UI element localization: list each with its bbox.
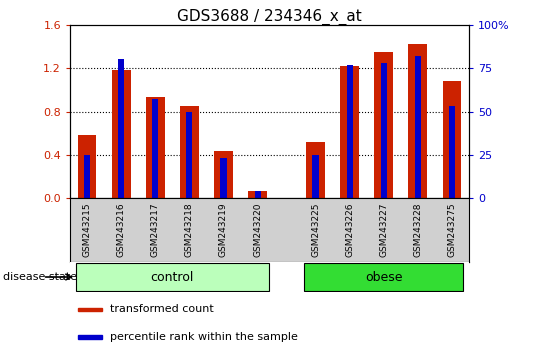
Bar — [186, 112, 192, 198]
Bar — [340, 66, 359, 198]
Bar — [449, 106, 455, 198]
Text: GSM243225: GSM243225 — [311, 203, 320, 257]
Bar — [152, 99, 158, 198]
Bar — [254, 191, 261, 198]
Bar — [443, 81, 461, 198]
Text: GSM243216: GSM243216 — [117, 203, 126, 257]
Text: GSM243218: GSM243218 — [185, 203, 194, 257]
Bar — [146, 97, 165, 198]
Text: GSM243228: GSM243228 — [413, 203, 422, 257]
Text: GDS3688 / 234346_x_at: GDS3688 / 234346_x_at — [177, 9, 362, 25]
Text: GSM243220: GSM243220 — [253, 203, 262, 257]
Text: control: control — [151, 270, 194, 284]
Bar — [374, 52, 393, 198]
Bar — [180, 106, 199, 198]
Text: disease state: disease state — [3, 272, 77, 282]
Bar — [112, 70, 130, 198]
Bar — [214, 150, 233, 198]
Bar — [313, 155, 319, 198]
Bar — [78, 308, 102, 311]
Bar — [84, 155, 90, 198]
Text: GSM243226: GSM243226 — [345, 203, 354, 257]
Text: transformed count: transformed count — [110, 304, 213, 314]
Bar — [220, 158, 226, 198]
Bar — [381, 63, 387, 198]
Bar — [118, 59, 125, 198]
Text: percentile rank within the sample: percentile rank within the sample — [110, 332, 298, 342]
Bar — [78, 135, 96, 198]
Bar — [414, 56, 421, 198]
Bar — [76, 263, 268, 291]
Bar — [248, 191, 267, 198]
Bar — [78, 336, 102, 339]
Bar — [409, 44, 427, 198]
Text: GSM243219: GSM243219 — [219, 203, 228, 257]
Text: obese: obese — [365, 270, 403, 284]
Text: GSM243275: GSM243275 — [447, 203, 457, 257]
Text: GSM243217: GSM243217 — [151, 203, 160, 257]
Text: GSM243215: GSM243215 — [82, 203, 92, 257]
Text: GSM243227: GSM243227 — [379, 203, 388, 257]
Bar — [305, 263, 463, 291]
Bar — [306, 142, 325, 198]
Bar — [347, 65, 353, 198]
